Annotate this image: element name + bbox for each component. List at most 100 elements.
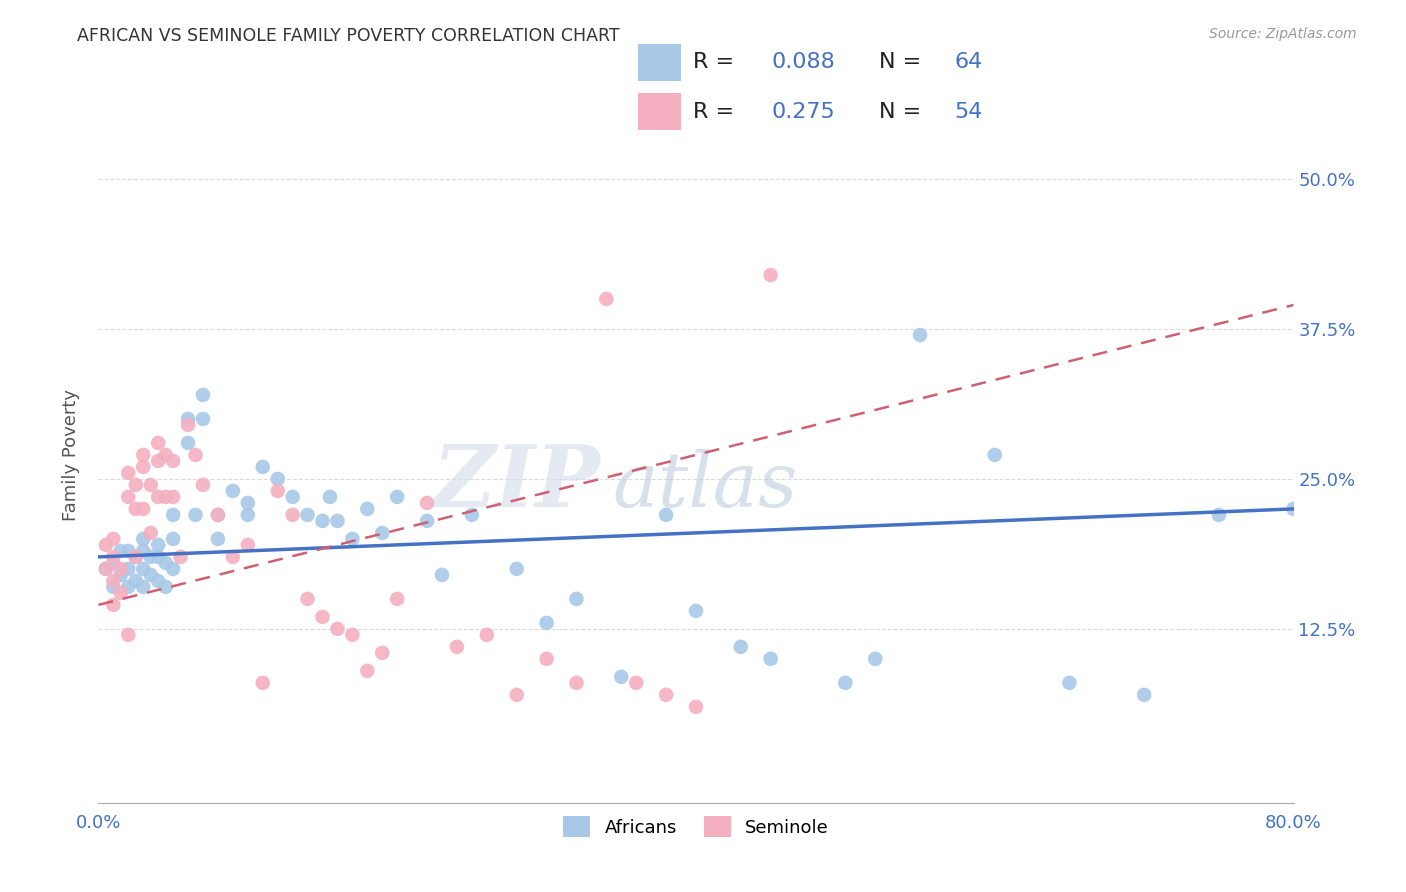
- Point: [908, 328, 931, 343]
- Point: [191, 388, 214, 402]
- Point: [132, 544, 155, 558]
- Point: [207, 532, 229, 546]
- Point: [125, 549, 148, 564]
- Point: [162, 562, 184, 576]
- Point: [162, 508, 184, 522]
- Point: [685, 604, 707, 618]
- Point: [110, 562, 132, 576]
- Point: [311, 514, 333, 528]
- Point: [759, 652, 782, 666]
- Point: [148, 490, 170, 504]
- Point: [610, 670, 633, 684]
- Point: [148, 549, 170, 564]
- Point: [730, 640, 752, 654]
- Point: [416, 496, 439, 510]
- Point: [132, 459, 155, 474]
- Point: [371, 646, 394, 660]
- Point: [311, 610, 333, 624]
- Point: [148, 574, 170, 588]
- Point: [655, 688, 678, 702]
- Text: N =: N =: [879, 53, 928, 72]
- Point: [685, 699, 707, 714]
- Point: [155, 580, 177, 594]
- Point: [236, 508, 259, 522]
- Point: [506, 688, 529, 702]
- Text: AFRICAN VS SEMINOLE FAMILY POVERTY CORRELATION CHART: AFRICAN VS SEMINOLE FAMILY POVERTY CORRE…: [77, 27, 620, 45]
- Point: [536, 652, 558, 666]
- Legend: Africans, Seminole: Africans, Seminole: [554, 807, 838, 846]
- Point: [834, 676, 856, 690]
- Point: [148, 538, 170, 552]
- Point: [177, 417, 200, 432]
- Point: [103, 598, 125, 612]
- Point: [94, 562, 117, 576]
- Text: atlas: atlas: [613, 450, 797, 524]
- Point: [565, 591, 588, 606]
- FancyBboxPatch shape: [638, 93, 681, 130]
- Point: [132, 502, 155, 516]
- Point: [94, 538, 117, 552]
- Point: [371, 525, 394, 540]
- Point: [110, 586, 132, 600]
- Point: [430, 567, 453, 582]
- Point: [117, 580, 139, 594]
- Point: [319, 490, 342, 504]
- Point: [267, 472, 290, 486]
- Point: [155, 490, 177, 504]
- Point: [162, 490, 184, 504]
- Point: [125, 478, 148, 492]
- Text: 0.088: 0.088: [772, 53, 835, 72]
- Point: [117, 466, 139, 480]
- Text: Source: ZipAtlas.com: Source: ZipAtlas.com: [1209, 27, 1357, 41]
- Point: [169, 549, 191, 564]
- Point: [1282, 502, 1305, 516]
- Point: [207, 508, 229, 522]
- Point: [326, 622, 349, 636]
- Point: [1208, 508, 1230, 522]
- Point: [461, 508, 484, 522]
- Point: [125, 574, 148, 588]
- Point: [342, 532, 364, 546]
- Point: [267, 483, 290, 498]
- Point: [139, 525, 162, 540]
- Point: [191, 412, 214, 426]
- Point: [626, 676, 648, 690]
- Point: [148, 436, 170, 450]
- Point: [103, 574, 125, 588]
- Point: [132, 448, 155, 462]
- Point: [222, 483, 245, 498]
- Text: 0.275: 0.275: [772, 102, 835, 121]
- Point: [342, 628, 364, 642]
- Point: [475, 628, 498, 642]
- Point: [759, 268, 782, 282]
- Point: [117, 544, 139, 558]
- Text: R =: R =: [693, 53, 741, 72]
- Point: [222, 549, 245, 564]
- Point: [385, 490, 409, 504]
- Text: N =: N =: [879, 102, 928, 121]
- Point: [103, 580, 125, 594]
- Point: [655, 508, 678, 522]
- Point: [297, 508, 319, 522]
- Point: [207, 508, 229, 522]
- Point: [252, 459, 274, 474]
- Point: [595, 292, 617, 306]
- Point: [132, 532, 155, 546]
- Text: 54: 54: [955, 102, 983, 121]
- Point: [281, 508, 304, 522]
- Point: [162, 454, 184, 468]
- Point: [103, 532, 125, 546]
- Point: [236, 538, 259, 552]
- Point: [132, 562, 155, 576]
- Y-axis label: Family Poverty: Family Poverty: [62, 389, 80, 521]
- Point: [177, 436, 200, 450]
- Point: [281, 490, 304, 504]
- Point: [94, 562, 117, 576]
- Point: [155, 448, 177, 462]
- Point: [103, 549, 125, 564]
- Point: [191, 478, 214, 492]
- Point: [155, 556, 177, 570]
- Point: [139, 549, 162, 564]
- Point: [139, 478, 162, 492]
- Point: [326, 514, 349, 528]
